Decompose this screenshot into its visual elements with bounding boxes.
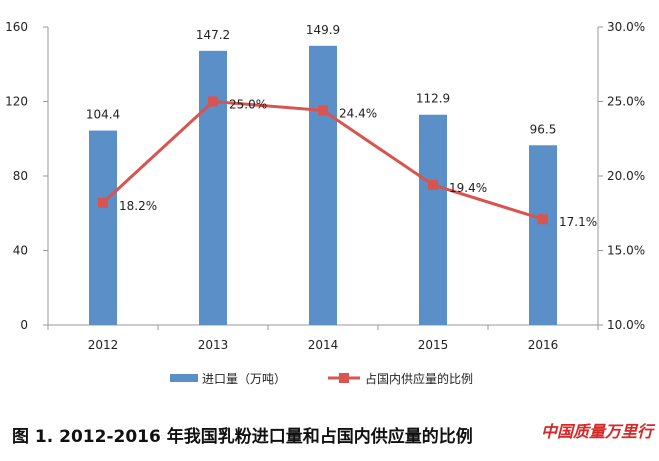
line-point <box>208 96 218 107</box>
legend-line-label: 占国内供应量的比例 <box>365 371 473 386</box>
watermark-logo: 中国质量万里行 <box>540 422 653 441</box>
y-left-tick-label: 160 <box>5 20 28 34</box>
line-point <box>538 214 548 225</box>
line-point <box>318 105 328 116</box>
legend-bar-label: 进口量（万吨） <box>202 372 286 386</box>
x-tick-label: 2015 <box>418 338 449 352</box>
line-data-label: 18.2% <box>119 199 157 213</box>
y-right-tick-label: 15.0% <box>607 244 645 258</box>
bar <box>529 145 557 325</box>
bar-data-label: 147.2 <box>196 28 230 42</box>
y-right-tick-label: 20.0% <box>607 169 645 183</box>
line-data-label: 24.4% <box>339 106 377 120</box>
bar-data-label: 112.9 <box>416 92 450 106</box>
y-right-tick-label: 10.0% <box>607 318 645 332</box>
figure-caption: 图 1. 2012-2016 年我国乳粉进口量和占国内供应量的比例 <box>12 427 473 447</box>
x-tick-label: 2014 <box>308 338 339 352</box>
y-left-tick-label: 80 <box>13 169 28 183</box>
line-point <box>98 197 108 208</box>
bar <box>309 45 337 325</box>
y-right-tick-label: 25.0% <box>607 95 645 109</box>
y-left-tick-label: 0 <box>20 318 28 332</box>
legend-bar-swatch <box>170 374 198 382</box>
bar <box>199 50 227 326</box>
line-data-label: 19.4% <box>449 181 487 195</box>
line-data-label: 17.1% <box>559 215 597 229</box>
line-point <box>428 179 438 190</box>
bar <box>419 114 447 325</box>
x-tick-label: 2012 <box>88 338 119 352</box>
legend-line-marker <box>339 373 349 383</box>
y-left-tick-label: 40 <box>13 244 28 258</box>
y-left-tick-label: 120 <box>5 95 28 109</box>
bar <box>89 130 117 325</box>
x-tick-label: 2016 <box>528 338 559 352</box>
line-data-label: 25.0% <box>229 98 267 112</box>
bar-data-label: 96.5 <box>530 122 557 136</box>
x-tick-label: 2013 <box>198 338 229 352</box>
y-right-tick-label: 30.0% <box>607 20 645 34</box>
bar-data-label: 104.4 <box>86 108 120 122</box>
bar-data-label: 149.9 <box>306 23 340 37</box>
